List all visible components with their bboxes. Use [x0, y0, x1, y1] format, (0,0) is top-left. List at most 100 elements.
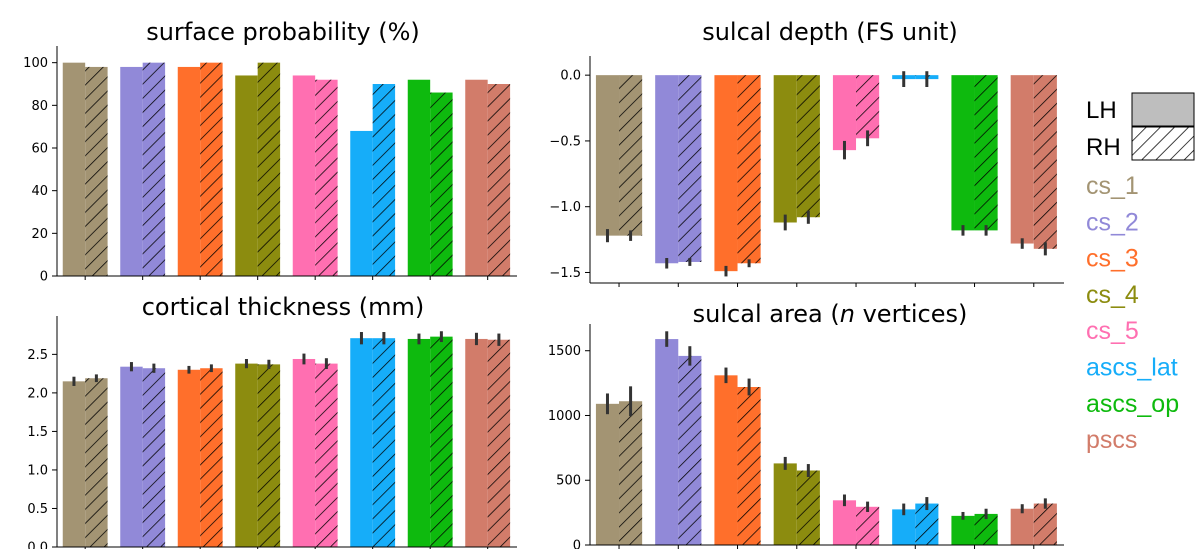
cortical-thickness-hatch-ascs_lat [372, 338, 396, 547]
surface-probability-ytick-label: 80 [31, 99, 48, 114]
sulcal-depth-bar-cs_5-lh [832, 75, 857, 151]
sulcal-depth-hatch-ascs_op [974, 75, 998, 231]
sulcal-depth-panel: 0.0 −0.5 −1.0 −1.5 [549, 56, 1064, 287]
cortical-thickness-bar-cs_5-lh [292, 358, 316, 547]
surface-probability-ytick-label: 60 [31, 142, 48, 157]
cortical-thickness-bar-cs_2-lh [120, 366, 143, 547]
cortical-thickness-bar-pscs-lh [465, 338, 488, 547]
legend-item-ascs-lat: ascs_lat [1086, 354, 1178, 382]
sulcal-area-hatch-cs_4 [796, 470, 820, 545]
sulcal-area-title-italic: n [840, 300, 855, 328]
sulcal-area-bar-cs_4-lh [773, 463, 797, 545]
sulcal-area-hatch-ascs_lat [915, 503, 939, 545]
sulcal-area-ytick-label: 1500 [548, 344, 581, 359]
cortical-thickness-title: cortical thickness (mm) [142, 293, 425, 321]
surface-probability-bar-cs_1-lh [62, 62, 86, 276]
sulcal-area-hatch-ascs_op [974, 513, 998, 545]
cortical-thickness-ytick-label: 1.5 [27, 425, 48, 440]
sulcal-depth-bar-cs_3-lh [714, 75, 738, 272]
legend-item-ascs-op: ascs_op [1086, 390, 1179, 418]
legend-item-cs-3: cs_3 [1086, 245, 1139, 273]
surface-probability-ytick-label: 0 [40, 270, 48, 285]
sulcal-depth-bar-cs_4-lh [773, 75, 797, 223]
sulcal-depth-ytick-label: 0.0 [560, 69, 581, 84]
legend-item-cs-1: cs_1 [1086, 172, 1139, 200]
sulcal-area-panel: 0 500 1000 1500 [548, 324, 1064, 549]
surface-probability-bar-pscs-lh [465, 79, 488, 276]
sulcal-area-bar-ascs_lat-lh [892, 509, 916, 545]
sulcal-area-ytick-label: 500 [556, 474, 581, 489]
cortical-thickness-hatch-cs_3 [200, 368, 223, 547]
surface-probability-hatch-cs_1 [85, 66, 108, 276]
sulcal-depth-hatch-cs_3 [737, 75, 761, 264]
surface-probability-hatch-ascs_op [430, 92, 453, 277]
surface-probability-hatch-cs_3 [200, 62, 223, 276]
cortical-thickness-bar-ascs_lat-lh [350, 338, 373, 547]
sulcal-depth-title: sulcal depth (FS unit) [702, 18, 958, 46]
sulcal-area-title-part3: vertices) [855, 300, 967, 328]
sulcal-area-hatch-cs_2 [678, 355, 702, 545]
surface-probability-hatch-pscs [487, 84, 511, 276]
surface-probability-bar-cs_3-lh [177, 66, 201, 276]
surface-probability-hatch-cs_4 [257, 62, 281, 276]
cortical-thickness-panel: 0.0 0.5 1.0 1.5 2.0 2.5 [27, 316, 517, 549]
sulcal-depth-ytick-label: −1.0 [549, 200, 581, 215]
sulcal-area-bar-cs_5-lh [832, 500, 857, 545]
sulcal-depth-hatch-pscs [1033, 75, 1057, 249]
surface-probability-ytick-label: 20 [31, 227, 48, 242]
surface-probability-hatch-ascs_lat [372, 84, 396, 276]
legend-lh-swatch [1131, 92, 1195, 127]
cortical-thickness-ytick-label: 2.0 [27, 386, 48, 401]
sulcal-area-ytick-label: 0 [573, 539, 581, 549]
surface-probability-bar-ascs_op-lh [407, 79, 431, 276]
legend: LH RH cs_1 cs_2 cs_3 cs_4 cs_5 ascs_lat ascs_o… [1086, 92, 1195, 454]
sulcal-depth-bar-pscs-lh [1010, 75, 1034, 244]
sulcal-depth-bar-ascs_op-lh [951, 75, 975, 231]
legend-lh-label: LH [1086, 97, 1117, 124]
sulcal-area-hatch-cs_5 [856, 506, 880, 545]
legend-rh-label: RH [1086, 134, 1121, 161]
sulcal-depth-hatch-cs_5 [856, 75, 880, 139]
sulcal-depth-bar-cs_2-lh [655, 75, 679, 264]
legend-item-pscs: pscs [1086, 426, 1137, 454]
cortical-thickness-hatch-ascs_op [430, 336, 453, 547]
cortical-thickness-hatch-cs_2 [142, 368, 166, 547]
cortical-thickness-ytick-label: 1.0 [27, 463, 48, 478]
legend-item-cs-2: cs_2 [1086, 208, 1139, 236]
sulcal-area-hatch-pscs [1033, 503, 1057, 545]
sulcal-area-hatch-cs_1 [619, 401, 643, 545]
surface-probability-bar-cs_4-lh [235, 75, 258, 276]
surface-probability-hatch-cs_2 [142, 62, 166, 276]
surface-probability-bar-cs_5-lh [292, 75, 316, 276]
sulcal-depth-ytick-label: −0.5 [549, 134, 581, 149]
cortical-thickness-bar-cs_4-lh [235, 363, 258, 547]
cortical-thickness-bar-cs_3-lh [177, 369, 201, 547]
sulcal-depth-hatch-cs_4 [796, 75, 820, 218]
cortical-thickness-hatch-cs_4 [257, 364, 281, 547]
sulcal-area-hatch-cs_3 [737, 386, 761, 545]
sulcal-depth-hatch-cs_2 [678, 75, 702, 262]
cortical-thickness-ytick-label: 0.0 [27, 541, 48, 549]
sulcal-area-bar-cs_1-lh [595, 403, 620, 545]
cortical-thickness-bar-cs_1-lh [62, 381, 86, 547]
sulcal-area-ytick-label: 1000 [548, 409, 581, 424]
surface-probability-hatch-cs_5 [315, 79, 338, 276]
legend-item-cs-4: cs_4 [1086, 281, 1139, 309]
surface-probability-ytick-label: 100 [23, 56, 48, 71]
cortical-thickness-ytick-label: 0.5 [27, 502, 48, 517]
cortical-thickness-hatch-pscs [487, 339, 511, 547]
cortical-thickness-bar-ascs_op-lh [407, 338, 431, 547]
sulcal-area-bar-cs_3-lh [714, 375, 738, 545]
cortical-thickness-ytick-label: 2.5 [27, 348, 48, 363]
surface-probability-title: surface probability (%) [146, 18, 420, 46]
sulcal-area-bar-pscs-lh [1010, 508, 1034, 545]
sulcal-area-bar-cs_2-lh [655, 339, 679, 545]
cortical-thickness-hatch-cs_5 [315, 363, 338, 547]
sulcal-depth-hatch-cs_1 [619, 75, 643, 236]
sulcal-area-bar-ascs_op-lh [951, 515, 975, 545]
sulcal-depth-ytick-label: −1.5 [549, 266, 581, 281]
legend-rh-swatch [1131, 126, 1195, 161]
legend-item-cs-5: cs_5 [1086, 317, 1139, 345]
